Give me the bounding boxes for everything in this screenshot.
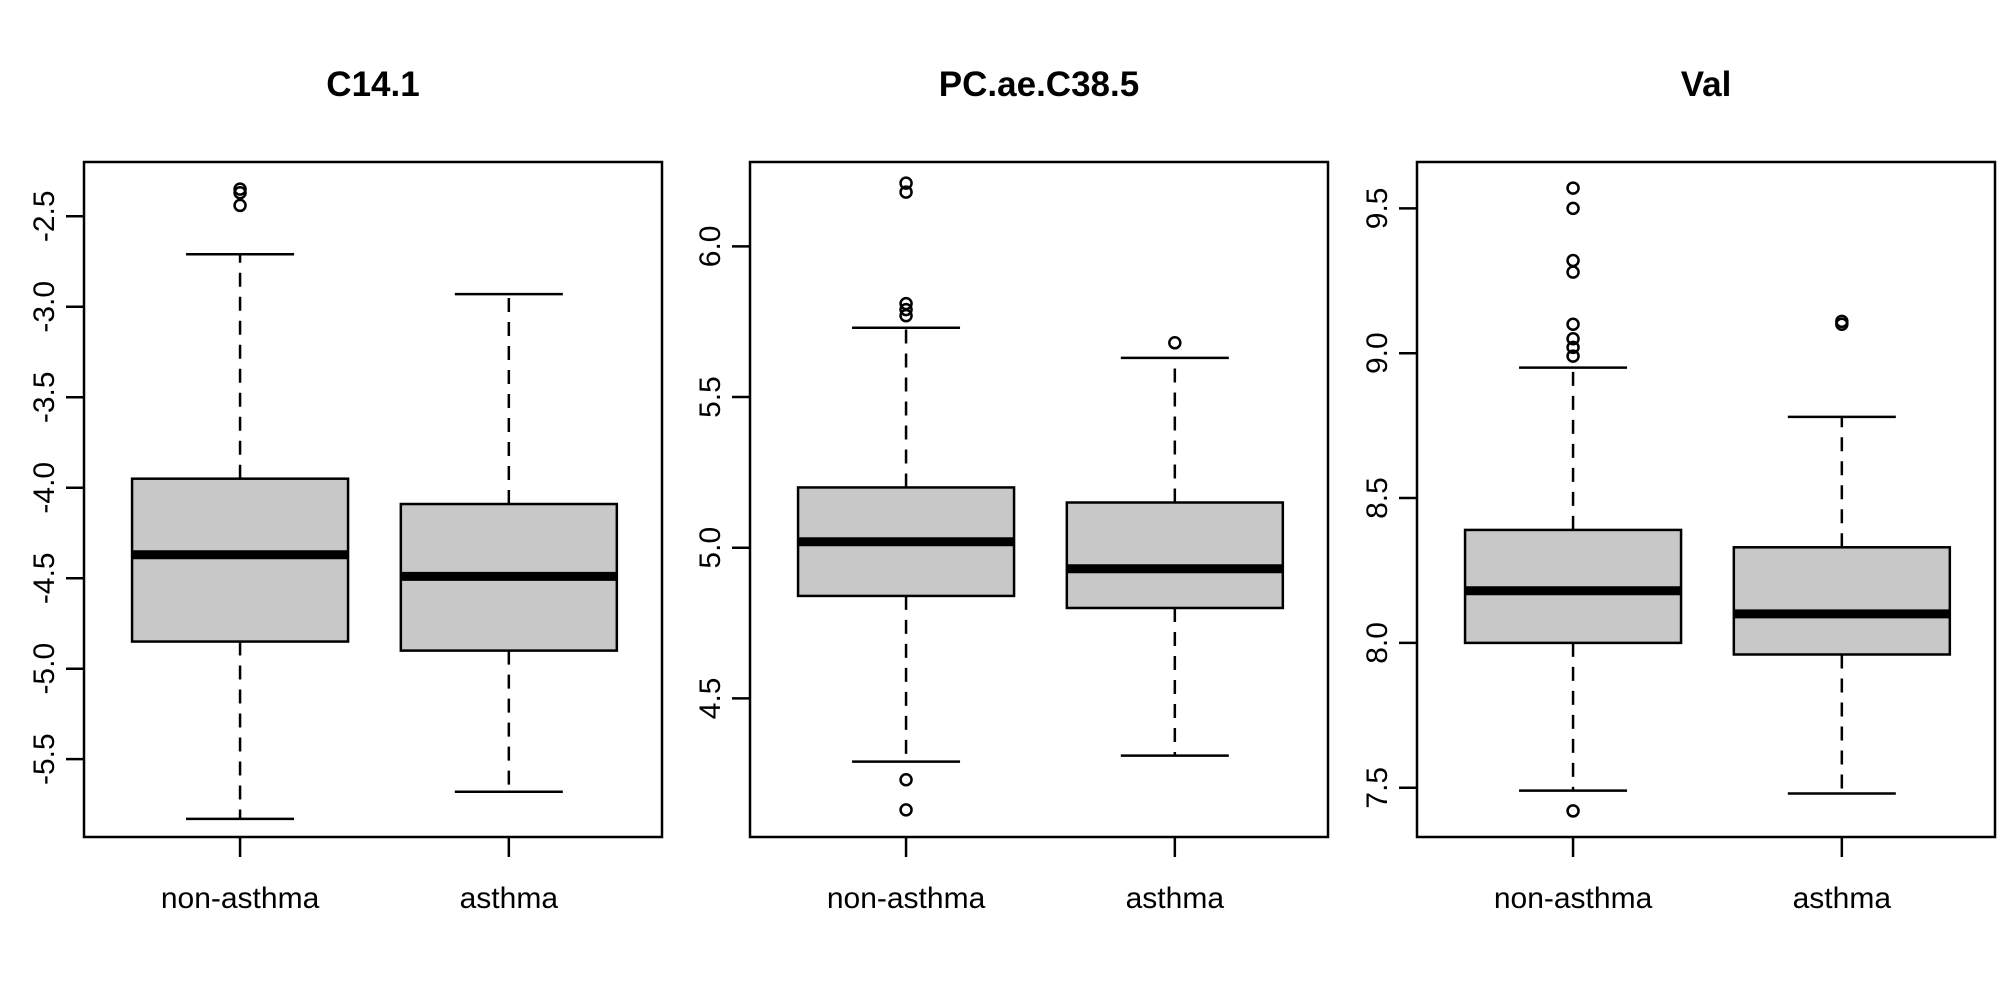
outlier-point [1566, 265, 1580, 279]
outlier-point [899, 803, 913, 817]
box-asthma [1065, 336, 1285, 757]
y-tick-label: 8.0 [1361, 622, 1394, 664]
y-tick-label: -5.0 [28, 643, 61, 695]
x-tick-label: asthma [460, 882, 559, 915]
iqr-box [1065, 501, 1285, 610]
outlier-point [899, 772, 913, 787]
outlier-point [899, 176, 913, 190]
outlier-point [1566, 253, 1580, 268]
y-tick-label: -4.0 [28, 462, 61, 514]
y-tick-label: -2.5 [28, 190, 61, 242]
iqr-box [1732, 546, 1952, 656]
outlier-point [1566, 317, 1580, 331]
chart-title: C14.1 [326, 65, 419, 104]
x-tick-label: non-asthma [1494, 882, 1653, 915]
y-tick-label: -5.5 [28, 733, 61, 785]
y-tick-label: 5.5 [694, 376, 727, 418]
outlier-point [1566, 181, 1580, 195]
outlier-point [899, 296, 913, 311]
y-tick-label: -3.0 [28, 281, 61, 333]
y-tick-label: 9.5 [1361, 187, 1394, 229]
outlier-point [1835, 314, 1849, 329]
y-tick-label: 4.5 [694, 678, 727, 720]
x-tick-label: asthma [1793, 882, 1892, 915]
y-tick-label: -4.5 [28, 552, 61, 604]
box-non-asthma [130, 182, 350, 821]
box-non-asthma [796, 176, 1016, 817]
plot-frame [748, 160, 1330, 839]
box-non-asthma [1463, 181, 1683, 818]
y-tick-label: 8.5 [1361, 477, 1394, 519]
outlier-point [899, 302, 913, 317]
outlier-point [1168, 336, 1182, 350]
chart-panel-1: C14.1 -5.5 -5.0 -4.5 -4.0 -3.5 -3.0 -2.5 non-ast… [28, 65, 664, 915]
outlier-point [1566, 804, 1580, 818]
plot-frame [82, 160, 664, 839]
plot-frame [1415, 160, 1997, 839]
y-tick-label: 6.0 [694, 226, 727, 268]
box-asthma [1732, 314, 1952, 795]
box-asthma [399, 292, 619, 794]
outlier-point [1566, 201, 1580, 216]
x-tick-label: non-asthma [827, 882, 986, 915]
iqr-box [130, 477, 350, 643]
outlier-point [1566, 340, 1580, 355]
chart-title: Val [1681, 65, 1732, 104]
outlier-point [233, 182, 247, 196]
x-tick-label: asthma [1126, 882, 1225, 915]
outlier-point [233, 198, 247, 213]
outlier-point [1566, 349, 1580, 363]
y-tick-label: -3.5 [28, 371, 61, 423]
y-tick-label: 7.5 [1361, 767, 1394, 809]
y-tick-label: 9.0 [1361, 332, 1394, 374]
outlier-point [1566, 331, 1580, 346]
chart-title: PC.ae.C38.5 [939, 65, 1139, 104]
x-tick-label: non-asthma [161, 882, 320, 915]
y-tick-label: 5.0 [694, 527, 727, 569]
chart-panel-3: Val 7.5 8.0 8.5 9.0 9.5 non-asthma asthma [1361, 65, 1997, 915]
chart-panel-2: PC.ae.C38.5 4.5 5.0 5.5 6.0 non-asthma asthma [694, 65, 1330, 915]
outlier-point [899, 185, 913, 199]
